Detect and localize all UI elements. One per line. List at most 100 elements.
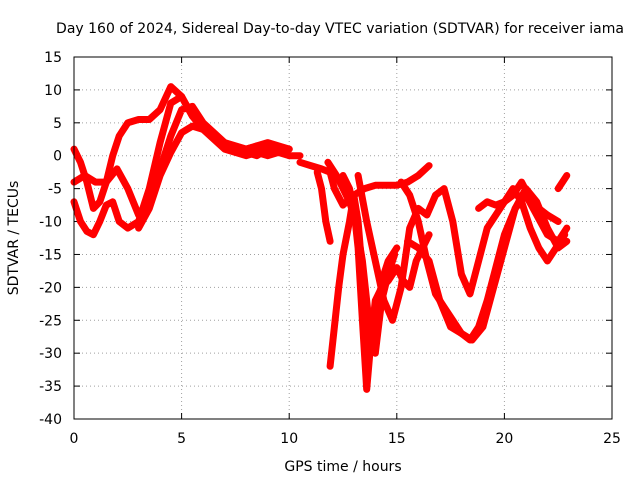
data-point: [535, 244, 542, 251]
data-point: [124, 225, 131, 232]
data-point: [314, 169, 321, 176]
data-point: [466, 337, 473, 344]
x-tick-label: 0: [70, 431, 79, 447]
data-point: [275, 146, 282, 153]
chart-title: Day 160 of 2024, Sidereal Day-to-day VTE…: [56, 21, 624, 37]
data-point: [210, 132, 217, 139]
data-point: [103, 202, 110, 209]
data-series: [70, 83, 571, 393]
data-point: [296, 159, 303, 166]
data-point: [90, 205, 97, 212]
data-point: [103, 179, 110, 186]
data-point: [109, 198, 116, 205]
data-point: [327, 363, 334, 370]
y-tick-label: 10: [44, 83, 62, 99]
series-track-12: [397, 178, 571, 344]
data-point: [329, 165, 336, 172]
data-point: [221, 139, 228, 146]
data-point: [423, 258, 430, 265]
data-point: [544, 258, 551, 265]
data-point: [484, 225, 491, 232]
data-point: [415, 218, 422, 225]
data-point: [367, 337, 374, 344]
y-tick-label: -5: [48, 182, 62, 198]
data-point: [389, 317, 396, 324]
data-point: [555, 244, 562, 251]
data-point: [114, 165, 121, 172]
data-point: [318, 165, 325, 172]
data-point: [350, 205, 357, 212]
data-point: [286, 152, 293, 159]
x-tick-label: 20: [495, 431, 513, 447]
data-point: [458, 330, 465, 337]
data-point: [527, 225, 534, 232]
data-point: [307, 162, 314, 169]
data-point: [563, 225, 570, 232]
data-point: [372, 182, 379, 189]
data-point: [544, 231, 551, 238]
data-point: [404, 179, 411, 186]
data-point: [475, 205, 482, 212]
data-point: [533, 211, 540, 218]
data-point: [555, 218, 562, 225]
series-track-13: [475, 178, 562, 225]
data-point: [146, 116, 153, 123]
data-point: [286, 146, 293, 153]
data-point: [124, 119, 131, 126]
data-point: [535, 205, 542, 212]
data-point: [475, 258, 482, 265]
data-point: [331, 185, 338, 192]
data-point: [432, 192, 439, 199]
data-point: [322, 218, 329, 225]
data-point: [518, 179, 525, 186]
x-tick-label: 25: [603, 431, 621, 447]
data-point: [363, 386, 370, 393]
data-point: [380, 297, 387, 304]
y-tick-labels: 15 10 5 0 -5 -10 -15 -20 -25 -30 -35 -40: [39, 50, 62, 428]
data-point: [253, 152, 260, 159]
data-point: [492, 211, 499, 218]
data-point: [492, 264, 499, 271]
data-point: [415, 244, 422, 251]
series-track-6: [313, 168, 334, 245]
data-point: [264, 152, 271, 159]
data-point: [492, 202, 499, 209]
data-point: [510, 192, 517, 199]
data-point: [555, 238, 562, 245]
data-point: [296, 152, 303, 159]
data-point: [135, 225, 142, 232]
y-tick-label: -30: [39, 346, 62, 362]
data-point: [189, 123, 196, 130]
data-point: [331, 323, 338, 330]
y-tick-label: -25: [39, 313, 62, 329]
data-point: [355, 244, 362, 251]
data-point: [200, 126, 207, 133]
data-point: [340, 185, 346, 192]
data-point: [426, 162, 433, 169]
data-point: [355, 172, 362, 179]
data-point: [124, 185, 131, 192]
data-point: [372, 297, 379, 304]
data-point: [77, 218, 84, 225]
y-tick-label: 15: [44, 50, 62, 66]
data-point: [406, 284, 413, 291]
data-point: [404, 238, 411, 245]
data-point: [393, 264, 400, 271]
plot-frame: [73, 56, 613, 420]
y-tick-label: -35: [39, 379, 62, 395]
data-point: [563, 172, 570, 179]
y-tick-label: 0: [53, 149, 62, 165]
data-point: [116, 132, 123, 139]
y-tick-label: -15: [39, 247, 62, 263]
data-point: [423, 211, 430, 218]
data-point: [426, 231, 433, 238]
data-point: [340, 172, 346, 179]
series-track-3: [70, 102, 293, 219]
data-point: [157, 139, 164, 146]
data-point: [441, 185, 448, 192]
data-point: [359, 317, 366, 324]
series-track-4: [135, 122, 304, 232]
data-point: [96, 218, 103, 225]
series-track-10: [354, 172, 569, 324]
